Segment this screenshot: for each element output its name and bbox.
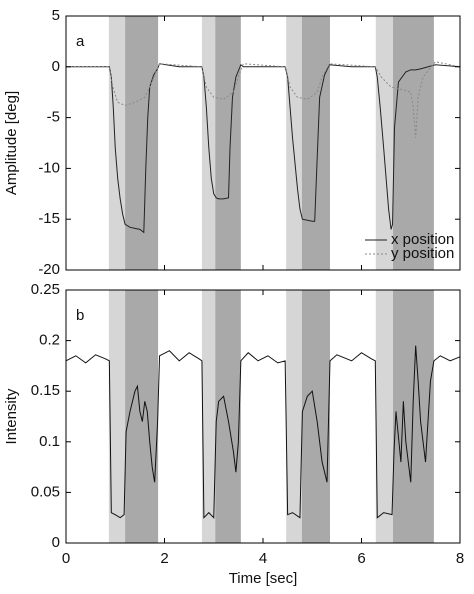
y-tick-label: 0 — [52, 534, 60, 551]
y-axis-label: Amplitude [deg] — [3, 91, 20, 195]
panel-label: a — [76, 33, 85, 50]
legend-label: y position — [391, 245, 454, 262]
y-tick-label: -15 — [38, 210, 60, 227]
x-axis-label: Time [sec] — [229, 570, 298, 587]
y-tick-label: -20 — [38, 261, 60, 278]
x-tick-label: 2 — [160, 550, 168, 567]
y-tick-label: 0.25 — [31, 281, 60, 298]
x-tick-label: 0 — [62, 550, 70, 567]
shaded-region — [301, 16, 330, 270]
panel-label: b — [76, 307, 84, 324]
shaded-region — [286, 16, 302, 270]
shaded-region — [393, 290, 434, 543]
y-tick-label: -5 — [47, 109, 60, 126]
shaded-region — [108, 290, 126, 543]
x-tick-label: 4 — [259, 550, 267, 567]
shaded-region — [108, 16, 126, 270]
shaded-region — [125, 16, 159, 270]
shaded-region — [201, 290, 216, 543]
legend-label: x position — [391, 231, 454, 248]
y-axis-label: Intensity — [3, 388, 20, 444]
data-line — [66, 63, 461, 234]
y-tick-label: 0.05 — [31, 483, 60, 500]
shaded-region — [393, 16, 434, 270]
data-line — [66, 61, 461, 138]
shaded-region — [286, 290, 302, 543]
data-line — [65, 345, 461, 519]
shaded-region — [215, 16, 241, 270]
y-tick-label: 0.1 — [39, 433, 60, 450]
y-tick-label: 0.15 — [31, 382, 60, 399]
x-tick-label: 6 — [357, 550, 365, 567]
y-tick-label: 0.2 — [39, 332, 60, 349]
x-tick-label: 8 — [456, 550, 464, 567]
shaded-region — [375, 290, 394, 543]
y-tick-label: -10 — [38, 159, 60, 176]
y-tick-label: 0 — [52, 58, 60, 75]
y-tick-label: 5 — [52, 7, 60, 24]
